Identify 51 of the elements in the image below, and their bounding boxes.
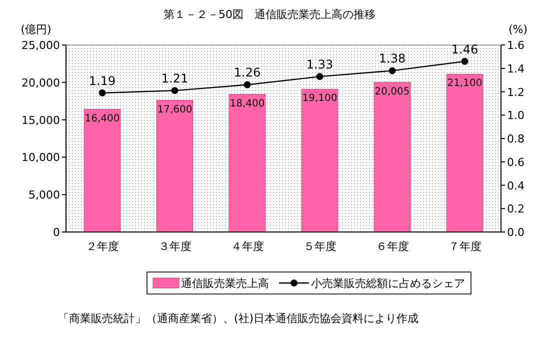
data-label: 1.38 <box>378 52 406 66</box>
point <box>316 73 324 80</box>
y-axis-title: (億円) <box>20 23 52 36</box>
bar <box>84 109 121 232</box>
data-label: 19,100 <box>302 93 338 104</box>
point <box>171 87 178 94</box>
legend-label: 通信販売業売上高 <box>181 277 269 290</box>
data-label: 16,400 <box>84 113 120 124</box>
chart-title: 第１－２－50図 通信販売業売上高の推移 <box>164 8 376 21</box>
bar <box>374 82 411 232</box>
y2-tick-label: 0.2 <box>507 202 524 216</box>
point <box>244 81 251 88</box>
data-label: 1.46 <box>451 42 478 56</box>
x-tick-label: ３年度 <box>158 240 192 253</box>
data-label: 18,400 <box>230 98 265 110</box>
x-tick-label: ７年度 <box>448 240 482 253</box>
y2-tick-label: 0.0 <box>507 226 524 239</box>
data-label: 20,005 <box>374 86 410 98</box>
data-label: 1.19 <box>88 74 116 88</box>
y-tick-label: 0 <box>53 226 60 239</box>
y-tick-label: 25,000 <box>22 39 60 52</box>
bar <box>228 94 266 232</box>
y2-tick-label: 1.0 <box>507 109 524 122</box>
y-tick-label: 15,000 <box>22 114 60 127</box>
y-tick-label: 5,000 <box>28 188 60 202</box>
point <box>98 89 106 96</box>
bar <box>301 88 338 232</box>
y2-tick-label: 0.6 <box>507 156 524 169</box>
y2-tick-label: 0.4 <box>507 179 524 192</box>
x-tick-label: ４年度 <box>230 240 264 253</box>
data-label: 1.33 <box>306 58 334 72</box>
y2-tick-label: 1.2 <box>507 86 524 99</box>
point <box>461 58 468 65</box>
x-tick-label: ６年度 <box>376 240 409 253</box>
y2-axis-title: (%) <box>508 23 528 36</box>
data-label: 17,600 <box>157 104 192 116</box>
y2-tick-label: 1.4 <box>507 62 524 76</box>
x-tick-label: ２年度 <box>86 240 119 253</box>
y-tick-label: 10,000 <box>22 151 60 164</box>
bar <box>446 74 484 232</box>
legend-label: 小売業販売総額に占めるシェア <box>311 277 465 290</box>
data-label: 1.26 <box>234 66 261 80</box>
bar <box>156 100 194 232</box>
y-tick-label: 20,000 <box>22 76 60 90</box>
point <box>388 67 396 74</box>
x-tick-label: ５年度 <box>303 240 336 253</box>
y2-tick-label: 1.6 <box>507 39 524 52</box>
data-label: 1.21 <box>161 72 188 86</box>
y2-tick-label: 0.8 <box>507 132 524 146</box>
text: 「商業販売統計」（通商産業省）、(社)日本通信販売協会資料により作成 <box>58 312 419 325</box>
data-label: 21,100 <box>447 78 482 90</box>
